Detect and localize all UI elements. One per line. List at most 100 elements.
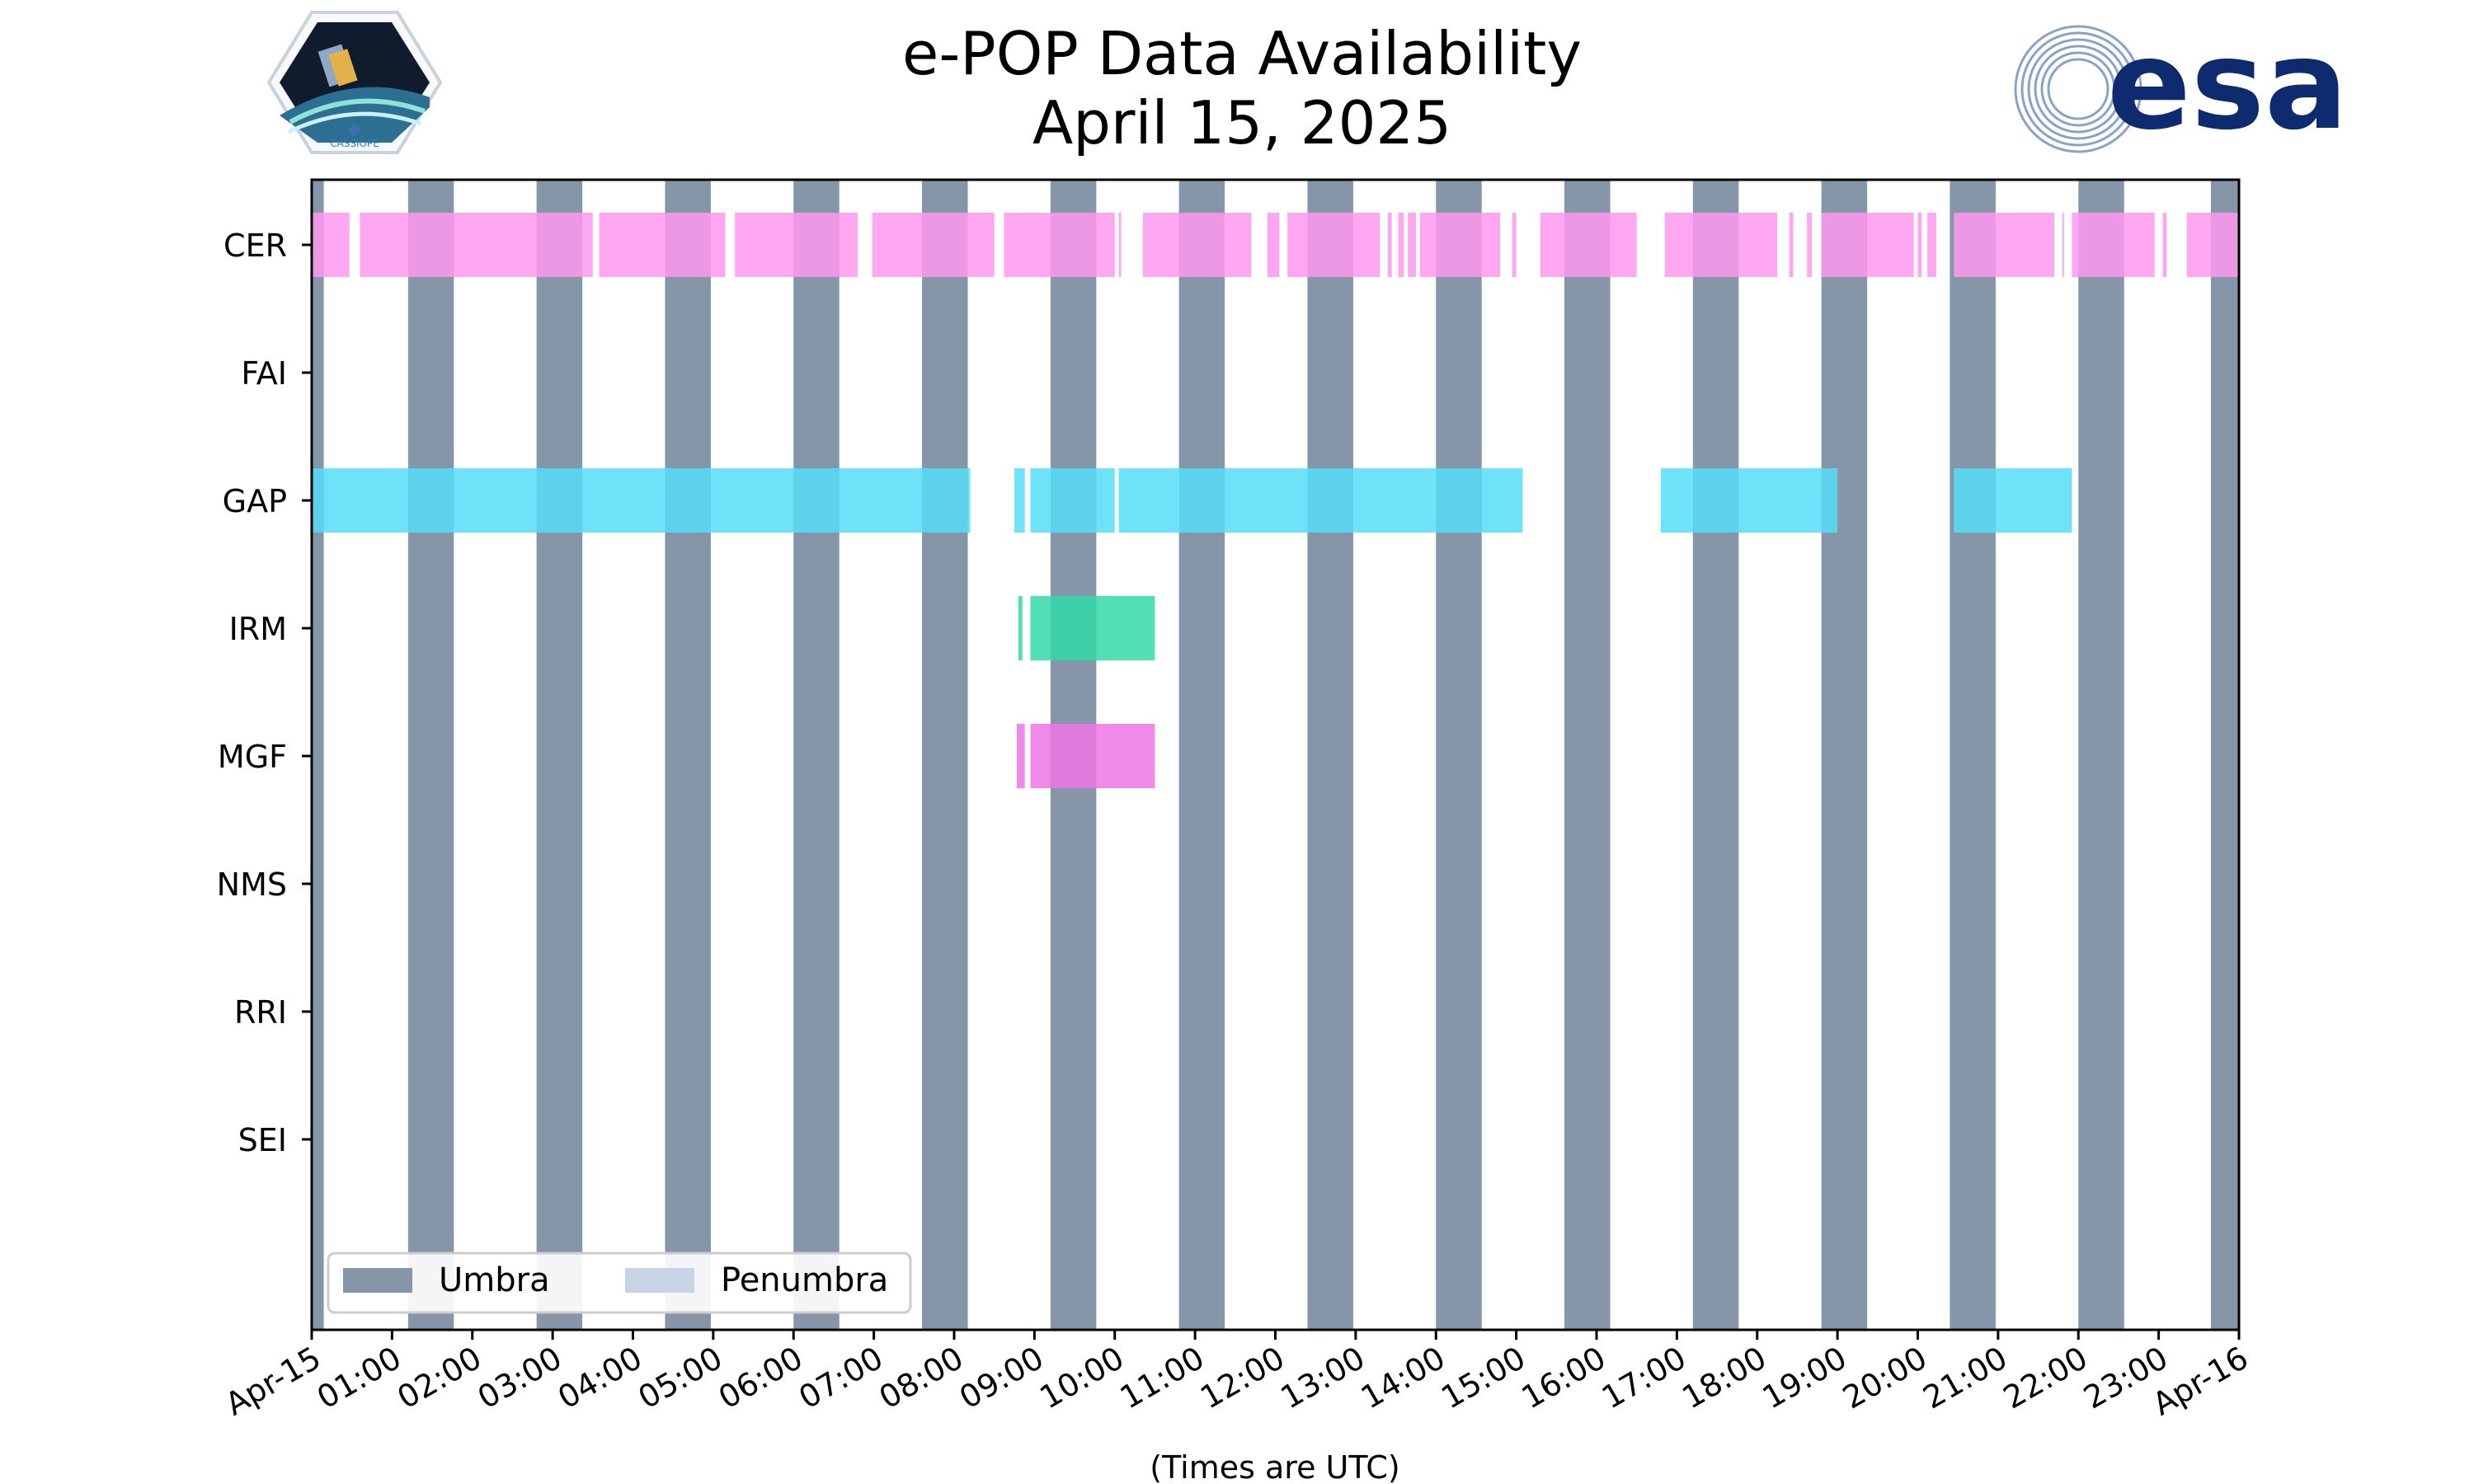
umbra-band bbox=[1307, 180, 1353, 1330]
cassiope-logo-text: CASSIOPE bbox=[330, 138, 379, 149]
availability-bar-cer bbox=[735, 213, 858, 277]
umbra-band bbox=[1821, 180, 1868, 1330]
y-tick-label-gap: GAP bbox=[223, 483, 287, 519]
availability-bar-cer bbox=[1807, 213, 1812, 277]
umbra-layer bbox=[312, 180, 2239, 1330]
availability-bar-cer bbox=[1004, 213, 1115, 277]
x-tick-label: 14:00 bbox=[1355, 1340, 1451, 1416]
x-tick-label: 20:00 bbox=[1837, 1340, 1933, 1416]
availability-bar-cer bbox=[1419, 213, 1501, 277]
x-tick-label: 06:00 bbox=[713, 1340, 809, 1416]
x-tick-label: 19:00 bbox=[1757, 1340, 1853, 1416]
umbra-band bbox=[793, 180, 840, 1330]
chart-subtitle: April 15, 2025 bbox=[1032, 88, 1451, 157]
x-tick-label: 02:00 bbox=[391, 1340, 487, 1416]
availability-bar-cer bbox=[1954, 213, 2055, 277]
availability-bar-cer bbox=[360, 213, 593, 277]
x-tick-label: 22:00 bbox=[1997, 1340, 2094, 1416]
x-tick-label: 13:00 bbox=[1275, 1340, 1371, 1416]
availability-bar-gap bbox=[1118, 468, 1523, 533]
availability-bar-cer bbox=[599, 213, 726, 277]
umbra-band bbox=[2210, 180, 2239, 1330]
legend-box bbox=[327, 1252, 912, 1314]
umbra-band bbox=[2078, 180, 2124, 1330]
availability-bar-cer bbox=[1387, 213, 1392, 277]
y-axis: CER FAI GAP IRM MGF NMS RRI SEI bbox=[217, 228, 312, 1158]
legend-umbra-swatch bbox=[343, 1268, 412, 1293]
y-tick-label-rri: RRI bbox=[234, 994, 287, 1031]
umbra-band bbox=[1436, 180, 1482, 1330]
availability-bar-cer bbox=[1821, 213, 1914, 277]
y-tick-label-nms: NMS bbox=[217, 866, 287, 903]
umbra-band bbox=[1692, 180, 1739, 1330]
availability-bar-cer bbox=[1664, 213, 1778, 277]
x-tick-label: 07:00 bbox=[793, 1340, 889, 1416]
legend-penumbra-label: Penumbra bbox=[721, 1261, 888, 1299]
availability-bar-gap bbox=[1660, 468, 1838, 533]
availability-bar-mgf bbox=[1016, 724, 1025, 788]
availability-bar-gap bbox=[1014, 468, 1025, 533]
availability-bar-cer bbox=[1927, 213, 1936, 277]
availability-bar-irm bbox=[1030, 596, 1155, 660]
esa-logo-text: esa bbox=[2107, 14, 2348, 157]
x-tick-label: 15:00 bbox=[1435, 1340, 1531, 1416]
x-tick-label: 16:00 bbox=[1516, 1340, 1612, 1416]
x-tick-label: 10:00 bbox=[1033, 1340, 1130, 1416]
umbra-band bbox=[1178, 180, 1225, 1330]
availability-bar-gap bbox=[1954, 468, 2072, 533]
x-tick-label: 03:00 bbox=[472, 1340, 568, 1416]
availability-bar-irm bbox=[1018, 596, 1023, 660]
availability-bar-cer bbox=[1408, 213, 1416, 277]
x-tick-label: 09:00 bbox=[953, 1340, 1050, 1416]
umbra-band bbox=[407, 180, 454, 1330]
x-axis: Apr-1501:0002:0003:0004:0005:0006:0007:0… bbox=[219, 1330, 2255, 1422]
x-tick-label: 21:00 bbox=[1917, 1340, 2014, 1416]
x-tick-label: 18:00 bbox=[1676, 1340, 1772, 1416]
x-tick-label: 08:00 bbox=[873, 1340, 970, 1416]
availability-bar-cer bbox=[1398, 213, 1404, 277]
y-tick-label-sei: SEI bbox=[238, 1122, 287, 1158]
availability-bar-cer bbox=[2162, 213, 2167, 277]
availability-bar-cer bbox=[1789, 213, 1794, 277]
umbra-band bbox=[312, 180, 324, 1330]
esa-logo: esa bbox=[2014, 14, 2348, 157]
availability-bar-cer bbox=[1540, 213, 1637, 277]
availability-bar-cer bbox=[1267, 213, 1280, 277]
plot-frame bbox=[310, 178, 2241, 1331]
y-tick-label-fai: FAI bbox=[241, 355, 287, 392]
availability-bar-cer bbox=[2186, 213, 2239, 277]
availability-bar-cer bbox=[2062, 213, 2064, 277]
series-layer bbox=[312, 213, 2239, 788]
y-tick-label-cer: CER bbox=[223, 228, 287, 264]
x-axis-label: (Times are UTC) bbox=[1150, 1449, 1399, 1484]
x-tick-label: 05:00 bbox=[633, 1340, 729, 1416]
x-tick-label: 11:00 bbox=[1114, 1340, 1211, 1416]
availability-bar-cer bbox=[1287, 213, 1380, 277]
availability-bar-cer bbox=[1917, 213, 1922, 277]
availability-bar-mgf bbox=[1030, 724, 1155, 788]
x-tick-label: 04:00 bbox=[552, 1340, 648, 1416]
availability-bar-cer bbox=[1142, 213, 1252, 277]
legend-umbra-label: Umbra bbox=[439, 1261, 550, 1299]
availability-bar-cer bbox=[1512, 213, 1517, 277]
x-tick-label: 17:00 bbox=[1596, 1340, 1692, 1416]
availability-bar-cer bbox=[312, 213, 350, 277]
y-tick-label-irm: IRM bbox=[229, 611, 287, 647]
availability-bar-cer bbox=[1118, 213, 1122, 277]
chart-title: e-POP Data Availability bbox=[902, 19, 1582, 88]
umbra-band bbox=[536, 180, 583, 1330]
umbra-band bbox=[1564, 180, 1611, 1330]
availability-bar-gap bbox=[312, 468, 971, 533]
legend-penumbra-swatch bbox=[625, 1268, 694, 1293]
legend: Umbra Penumbra bbox=[327, 1252, 912, 1314]
x-tick-label: Apr-15 bbox=[219, 1340, 327, 1423]
y-tick-label-mgf: MGF bbox=[218, 739, 287, 775]
umbra-band bbox=[1950, 180, 1996, 1330]
umbra-band bbox=[665, 180, 711, 1330]
availability-bar-cer bbox=[872, 213, 995, 277]
x-tick-label: 12:00 bbox=[1194, 1340, 1291, 1416]
umbra-band bbox=[922, 180, 968, 1330]
availability-bar-cer bbox=[2072, 213, 2155, 277]
x-tick-label: 01:00 bbox=[311, 1340, 407, 1416]
